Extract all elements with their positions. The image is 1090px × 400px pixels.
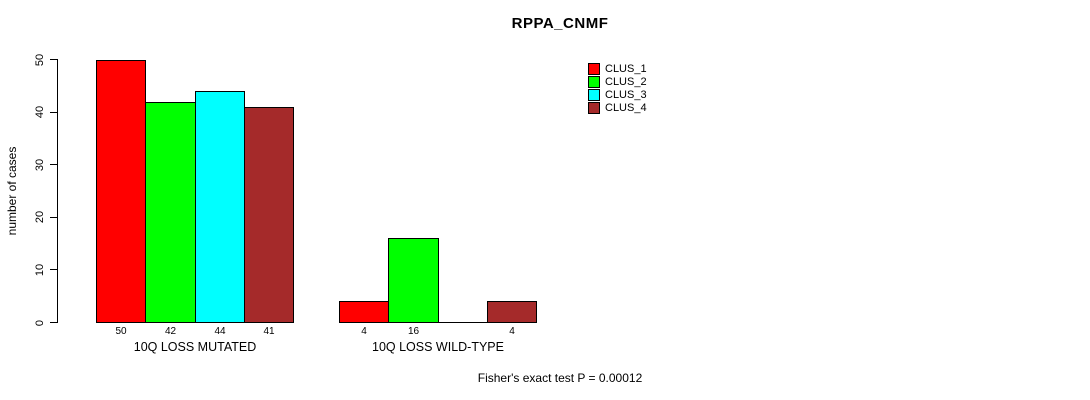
bar-clus_4 <box>487 301 537 323</box>
y-tick <box>50 59 57 60</box>
legend: CLUS_1 CLUS_2 CLUS_3 CLUS_4 <box>588 62 647 114</box>
y-tick <box>50 164 57 165</box>
legend-label: CLUS_1 <box>605 62 647 75</box>
legend-item-clus_3: CLUS_3 <box>588 88 647 101</box>
annotation-fisher-test: Fisher's exact test P = 0.00012 <box>477 371 643 385</box>
bar-clus_4 <box>244 107 294 323</box>
bar-value-label: 16 <box>407 326 420 337</box>
bar-clus_1 <box>339 301 389 323</box>
bar-value-label: 4 <box>361 326 367 337</box>
category-label: 10Q LOSS WILD-TYPE <box>372 340 504 354</box>
bar-value-label: 42 <box>164 326 177 337</box>
bar-clus_2 <box>388 238 439 323</box>
legend-label: CLUS_3 <box>605 88 647 101</box>
y-tick-label: 50 <box>34 53 46 66</box>
bar-clus_1 <box>96 60 146 323</box>
legend-swatch-icon <box>588 101 600 114</box>
bar-value-label: 50 <box>115 326 127 337</box>
y-axis-line <box>57 59 58 323</box>
legend-label: CLUS_4 <box>605 101 647 114</box>
y-tick-label: 0 <box>34 319 46 326</box>
y-axis-label: number of cases <box>5 146 19 236</box>
legend-swatch-icon <box>588 88 600 101</box>
chart-title: RPPA_CNMF <box>511 15 609 32</box>
legend-item-clus_2: CLUS_2 <box>588 75 647 88</box>
category-label: 10Q LOSS MUTATED <box>133 340 257 354</box>
bar-value-label: 44 <box>214 326 226 337</box>
y-tick <box>50 112 57 113</box>
y-tick <box>50 217 57 218</box>
legend-swatch-icon <box>588 62 600 75</box>
legend-swatch-icon <box>588 75 600 88</box>
legend-label: CLUS_2 <box>605 75 647 88</box>
y-tick-label: 20 <box>34 211 46 224</box>
y-tick-label: 30 <box>34 158 46 171</box>
bar-value-label: 41 <box>263 326 275 337</box>
y-tick-label: 40 <box>34 105 46 119</box>
y-tick <box>50 269 57 270</box>
bar-value-label: 4 <box>509 326 515 337</box>
y-tick <box>50 322 57 323</box>
bar-clus_3 <box>195 91 245 323</box>
legend-item-clus_4: CLUS_4 <box>588 101 647 114</box>
legend-item-clus_1: CLUS_1 <box>588 62 647 75</box>
bar-clus_2 <box>145 102 196 323</box>
y-tick-label: 10 <box>34 263 46 277</box>
